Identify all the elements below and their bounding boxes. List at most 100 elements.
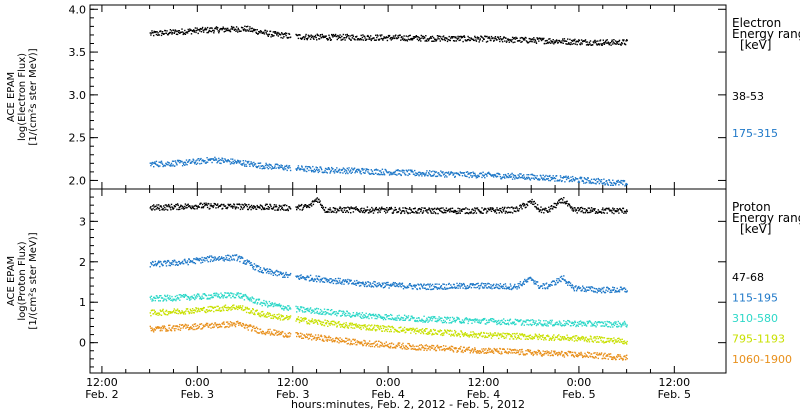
proton-data-point (523, 280, 525, 283)
electron-data-point (494, 37, 496, 39)
electron-data-point (185, 31, 188, 34)
electron-data-point (200, 162, 203, 165)
proton-data-point (280, 205, 282, 207)
proton-data-point (213, 258, 215, 260)
electron-data-point (237, 27, 239, 30)
proton-data-point (186, 298, 188, 300)
proton-data-point (584, 212, 587, 214)
electron-data-point (398, 170, 400, 172)
proton-data-point (448, 322, 450, 324)
proton-data-point (521, 283, 524, 285)
proton-data-point (309, 279, 311, 282)
proton-data-point (608, 207, 610, 209)
electron-data-point (307, 34, 310, 36)
proton-data-point (603, 209, 605, 211)
proton-data-point (382, 316, 384, 318)
proton-data-point (424, 287, 426, 289)
proton-data-point (519, 281, 522, 283)
proton-data-point (220, 257, 222, 260)
proton-data-point (261, 305, 263, 307)
proton-data-point (249, 297, 252, 299)
electron-data-point (151, 163, 153, 165)
electron-data-point (544, 179, 547, 181)
proton-data-point (442, 283, 444, 285)
electron-data-point (281, 165, 283, 167)
electron-data-point (236, 161, 238, 163)
electron-data-point (240, 30, 242, 32)
proton-data-point (525, 280, 527, 282)
electron-data-point (186, 164, 188, 166)
electron-data-point (316, 167, 318, 169)
proton-data-point (333, 211, 335, 213)
proton-data-point (217, 206, 219, 209)
proton-data-point (207, 261, 209, 263)
electron-data-point (625, 40, 627, 42)
proton-data-point (218, 296, 220, 298)
electron-data-point (283, 169, 285, 171)
electron-data-point (407, 35, 409, 38)
proton-data-point (215, 309, 218, 311)
proton-data-point (526, 204, 529, 207)
proton-data-point (440, 207, 443, 209)
electron-data-point (338, 36, 341, 39)
proton-data-point (278, 313, 280, 315)
electron-data-point (412, 171, 414, 173)
electron-data-point (194, 161, 197, 164)
proton-data-point (429, 283, 431, 285)
proton-data-point (316, 322, 318, 324)
proton-data-point (414, 319, 416, 322)
proton-data-point (168, 312, 170, 315)
electron-data-point (238, 162, 241, 164)
proton-data-point (594, 212, 597, 214)
electron-data-point (397, 35, 399, 37)
proton-data-point (560, 275, 563, 278)
proton-data-point (438, 283, 440, 285)
proton-data-point (406, 287, 408, 289)
electron-data-point (306, 170, 308, 173)
proton-data-point (237, 258, 239, 260)
electron-data-point (309, 38, 312, 40)
proton-data-point (173, 310, 175, 312)
proton-data-point (403, 210, 405, 212)
proton-data-point (485, 319, 488, 321)
proton-data-point (182, 296, 184, 298)
proton-data-point (167, 205, 169, 207)
electron-data-point (181, 31, 184, 33)
proton-data-point (365, 312, 367, 315)
electron-data-point (406, 39, 408, 41)
proton-data-point (360, 326, 362, 329)
proton-data-point (318, 275, 321, 278)
proton-data-point (159, 313, 161, 316)
proton-data-point (368, 317, 370, 320)
proton-data-point (298, 318, 300, 321)
proton-data-point (505, 211, 508, 213)
electron-data-point (523, 176, 525, 178)
proton-data-point (612, 323, 614, 325)
electron-data-point (435, 171, 438, 173)
electron-data-point (300, 168, 302, 170)
electron-data-point (434, 170, 436, 173)
proton-data-point (302, 311, 304, 313)
electron-data-point (259, 32, 261, 34)
proton-data-point (367, 281, 370, 283)
proton-data-point (205, 257, 208, 259)
electron-data-point (315, 166, 317, 168)
proton-data-point (460, 283, 463, 285)
proton-data-point (369, 313, 371, 316)
electron-data-point (311, 36, 313, 39)
proton-data-point (600, 325, 602, 327)
proton-data-point (394, 317, 396, 319)
electron-data-point (334, 169, 337, 171)
proton-data-point (264, 204, 267, 207)
proton-data-point (382, 283, 384, 285)
proton-data-point (252, 268, 254, 270)
electron-data-point (619, 181, 621, 183)
proton-data-point (521, 322, 524, 324)
proton-data-point (195, 297, 197, 299)
proton-data-point (210, 309, 213, 312)
proton-data-point (505, 288, 508, 290)
proton-data-point (264, 314, 267, 317)
proton-data-point (333, 311, 336, 313)
proton-data-point (371, 317, 373, 319)
proton-data-point (311, 318, 313, 320)
